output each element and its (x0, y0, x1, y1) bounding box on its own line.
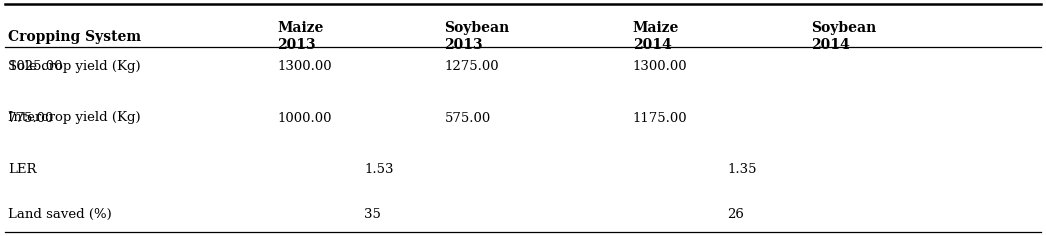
Text: Soybean
2013: Soybean 2013 (445, 21, 509, 52)
Text: Cropping System: Cropping System (8, 30, 141, 44)
Text: 1025.00: 1025.00 (8, 59, 63, 73)
Text: 575.00: 575.00 (445, 111, 491, 125)
Text: 1000.00: 1000.00 (277, 111, 332, 125)
Text: Land saved (%): Land saved (%) (8, 208, 112, 221)
Text: Maize
2014: Maize 2014 (633, 21, 679, 52)
Text: 1300.00: 1300.00 (633, 59, 687, 73)
Text: 1275.00: 1275.00 (445, 59, 499, 73)
Text: 26: 26 (727, 208, 744, 221)
Text: LER: LER (8, 163, 37, 177)
Text: 1.35: 1.35 (727, 163, 756, 177)
Text: Sole crop yield (Kg): Sole crop yield (Kg) (8, 59, 141, 73)
Text: Maize
2013: Maize 2013 (277, 21, 323, 52)
Text: 35: 35 (364, 208, 381, 221)
Text: 1175.00: 1175.00 (633, 111, 687, 125)
Text: 1.53: 1.53 (364, 163, 393, 177)
Text: 775.00: 775.00 (8, 111, 54, 125)
Text: Soybean
2014: Soybean 2014 (811, 21, 876, 52)
Text: Intercrop yield (Kg): Intercrop yield (Kg) (8, 111, 141, 125)
Text: 1300.00: 1300.00 (277, 59, 332, 73)
